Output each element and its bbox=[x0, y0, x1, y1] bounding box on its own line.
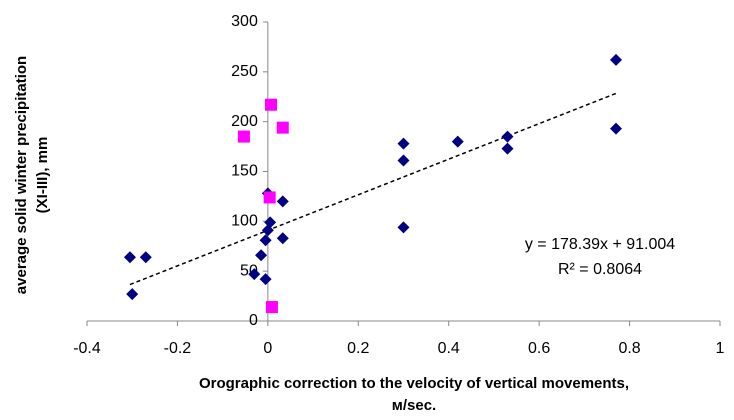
point bbox=[276, 121, 289, 134]
point bbox=[276, 232, 289, 245]
point bbox=[501, 130, 514, 143]
x-tick-label: 0 bbox=[263, 340, 272, 357]
point bbox=[123, 251, 136, 264]
x-tick-label: 0.4 bbox=[438, 340, 460, 357]
point bbox=[261, 224, 274, 237]
point bbox=[610, 53, 623, 66]
trendline-r2: R² = 0.8064 bbox=[558, 261, 642, 278]
x-tick-label: 0.8 bbox=[618, 340, 640, 357]
y-tick-label: 100 bbox=[231, 213, 258, 230]
point bbox=[265, 301, 278, 314]
point bbox=[259, 234, 272, 247]
y-tick-label: 0 bbox=[249, 312, 258, 329]
trendline bbox=[129, 92, 617, 286]
y-axis-title: (XI-III), mm bbox=[34, 137, 51, 214]
point bbox=[255, 249, 268, 262]
point bbox=[397, 154, 410, 167]
point bbox=[259, 273, 272, 286]
x-axis-title: м/sec. bbox=[392, 397, 436, 414]
point bbox=[248, 268, 261, 281]
point bbox=[501, 142, 514, 155]
point bbox=[139, 251, 152, 264]
point bbox=[397, 137, 410, 150]
point bbox=[237, 130, 250, 143]
point bbox=[265, 98, 278, 111]
point bbox=[263, 191, 276, 204]
y-tick-label: 300 bbox=[231, 13, 258, 30]
y-axis-title: average solid winter precipitation bbox=[13, 56, 30, 294]
x-axis-title: Orographic correction to the velocity of… bbox=[199, 375, 629, 392]
x-tick-label: 1 bbox=[716, 340, 725, 357]
y-tick-label: 200 bbox=[231, 113, 258, 130]
point bbox=[451, 135, 464, 148]
y-tick-label: 150 bbox=[231, 163, 258, 180]
point bbox=[610, 122, 623, 135]
point bbox=[276, 195, 289, 208]
y-tick-label: 250 bbox=[231, 63, 258, 80]
x-tick-label: 0.2 bbox=[347, 340, 369, 357]
point bbox=[126, 288, 139, 301]
x-tick-label: -0.2 bbox=[164, 340, 192, 357]
x-tick-label: 0.6 bbox=[528, 340, 550, 357]
trendline-equation: y = 178.39x + 91.004 bbox=[525, 236, 675, 253]
x-tick-label: -0.4 bbox=[73, 340, 101, 357]
point bbox=[397, 221, 410, 234]
